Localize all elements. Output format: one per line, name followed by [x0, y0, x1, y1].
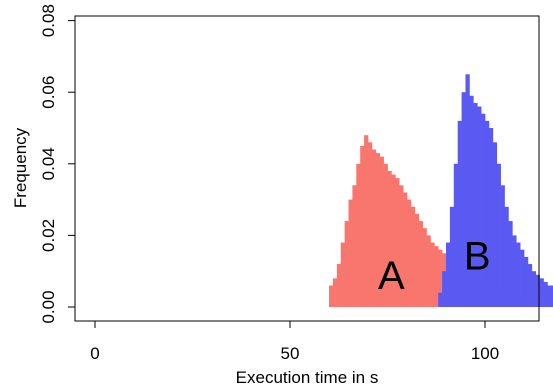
bar-a-63 — [340, 242, 345, 307]
bar-a-80 — [407, 199, 412, 307]
bar-b-93 — [457, 120, 462, 307]
bar-b-96 — [469, 95, 474, 307]
bar-b-102 — [492, 142, 498, 307]
bar-b-107 — [512, 235, 517, 307]
bar-b-94 — [461, 92, 466, 307]
y-tick-label: 0.04 — [39, 147, 58, 180]
y-axis-ticks: 0.00 0.02 0.04 0.06 0.08 — [39, 4, 75, 324]
histogram-bars — [329, 74, 553, 308]
bar-b-110 — [524, 256, 529, 307]
bar-a-85 — [426, 235, 431, 307]
bar-b-91 — [449, 206, 455, 307]
bar-a-76 — [391, 174, 396, 307]
bar-b-113 — [535, 274, 540, 307]
bar-b-100 — [485, 120, 490, 307]
bar-a-72 — [375, 153, 381, 307]
x-tick-label: 50 — [281, 344, 300, 363]
y-tick-label: 0.02 — [39, 219, 58, 252]
bar-a-75 — [387, 170, 392, 307]
axes — [74, 15, 540, 322]
bar-b-114 — [539, 278, 544, 307]
bar-a-65 — [348, 199, 353, 307]
bar-b-90 — [446, 242, 451, 307]
bar-b-117 — [551, 285, 553, 307]
y-tick-label: 0.08 — [39, 4, 58, 37]
bar-a-68 — [360, 145, 365, 307]
bar-a-81 — [410, 206, 416, 307]
x-axis-title: Execution time in s — [236, 368, 379, 387]
bar-a-79 — [403, 192, 408, 307]
bar-a-64 — [344, 221, 349, 307]
plot-frame — [74, 15, 540, 322]
bar-b-104 — [500, 185, 505, 307]
x-tick-label: 100 — [471, 344, 499, 363]
bar-b-95 — [465, 74, 470, 307]
bar-b-88 — [438, 292, 443, 307]
bar-a-69 — [364, 135, 369, 307]
bar-b-89 — [442, 271, 447, 307]
bar-b-109 — [520, 249, 525, 307]
bar-b-99 — [481, 113, 486, 308]
bar-b-101 — [488, 128, 494, 307]
bar-a-87 — [434, 246, 439, 307]
bar-b-98 — [477, 106, 482, 308]
bar-a-82 — [414, 213, 420, 307]
bar-b-112 — [531, 271, 537, 307]
bar-a-71 — [371, 149, 377, 307]
bar-b-105 — [504, 206, 509, 307]
bar-a-88 — [438, 249, 443, 307]
bar-a-78 — [399, 185, 404, 307]
bar-a-86 — [430, 242, 435, 307]
series-label-a: A — [378, 254, 405, 298]
y-axis-title: Frequency — [11, 127, 30, 208]
bar-b-116 — [547, 285, 552, 307]
bar-a-62 — [336, 264, 342, 307]
bar-b-115 — [543, 281, 548, 307]
y-tick-label: 0.00 — [39, 290, 58, 323]
bar-a-73 — [379, 156, 384, 307]
x-axis-ticks: 050100150200 — [90, 321, 499, 363]
series-labels: ABBexp_II — [378, 234, 491, 298]
bar-a-70 — [368, 142, 373, 307]
bar-b-92 — [453, 163, 459, 307]
bar-a-66 — [352, 185, 357, 307]
bar-a-61 — [332, 278, 338, 307]
bar-a-60 — [329, 285, 334, 307]
bar-a-83 — [418, 221, 423, 307]
series-label-b: B — [464, 234, 491, 278]
bar-a-77 — [395, 178, 400, 307]
bar-b-103 — [496, 163, 501, 307]
bar-a-84 — [422, 228, 427, 307]
bar-a-67 — [356, 163, 361, 307]
bar-b-111 — [527, 264, 533, 307]
bar-b-108 — [516, 242, 521, 307]
bar-a-74 — [383, 163, 388, 307]
bar-b-97 — [473, 102, 478, 307]
x-tick-label: 0 — [90, 344, 99, 363]
y-tick-label: 0.06 — [39, 76, 58, 109]
bar-b-106 — [508, 221, 513, 307]
